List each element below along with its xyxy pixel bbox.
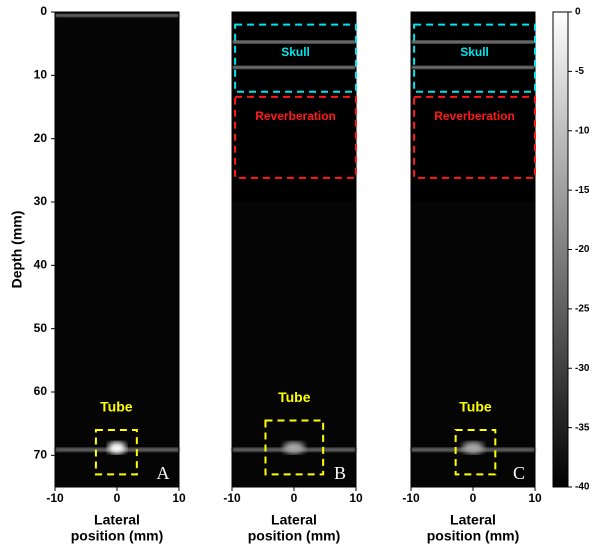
annotation-label: Tube: [100, 399, 133, 415]
image-panel: Skull Reverberation Tube C -10 0 10 Lateralposi…: [402, 11, 542, 544]
x-axis-label: Lateral: [94, 512, 140, 528]
colorbar-tick-label: -25: [575, 304, 590, 315]
y-tick-label: 10: [34, 68, 48, 82]
annotation-box: [413, 23, 537, 93]
colorbar-tick-label: -30: [575, 363, 590, 374]
colorbar-gradient: [552, 11, 569, 488]
y-tick-label: 20: [34, 131, 48, 145]
y-tick-label: 40: [34, 258, 48, 272]
colorbar-tick-label: 0: [575, 7, 581, 18]
annotation-label: Tube: [278, 389, 311, 405]
x-axis-label: position (mm): [427, 528, 520, 544]
annotation-label: Tube: [459, 399, 492, 415]
y-tick-label: 70: [34, 448, 48, 462]
annotation-label: Reverberation: [434, 109, 515, 123]
x-tick-label: 10: [528, 491, 542, 505]
annotation-box: [94, 429, 138, 476]
panel-label: C: [513, 463, 525, 483]
y-tick-label: 50: [34, 321, 48, 335]
tube-echo: [108, 441, 126, 454]
annotation-label: Reverberation: [255, 109, 336, 123]
speckle-fade: [411, 12, 535, 202]
x-tick-label: -10: [46, 491, 64, 505]
annotation-label: Skull: [281, 45, 310, 59]
annotation-box: [264, 419, 325, 476]
x-tick-label: 0: [470, 491, 477, 505]
image-background: [55, 12, 179, 487]
colorbar-tick-label: -15: [575, 185, 590, 196]
x-axis-label: position (mm): [248, 528, 341, 544]
annotation-box: [234, 95, 358, 179]
tube-echo: [283, 441, 305, 454]
y-axis-label: Depth (mm): [9, 211, 25, 289]
tube-echo: [462, 441, 484, 454]
x-tick-label: 0: [291, 491, 298, 505]
surface-echo: [55, 14, 179, 17]
annotation-box: [413, 95, 537, 179]
speckle-fade: [232, 12, 356, 202]
annotation-box: [234, 23, 358, 93]
x-tick-label: -10: [223, 491, 241, 505]
y-tick-label: 30: [34, 194, 48, 208]
annotation-box: [454, 429, 497, 476]
y-tick-label: 60: [34, 384, 48, 398]
x-tick-label: 0: [114, 491, 121, 505]
skull-echo: [232, 65, 356, 69]
x-axis-label: Lateral: [450, 512, 496, 528]
annotation-label: Skull: [460, 45, 489, 59]
x-tick-label: -10: [402, 491, 420, 505]
colorbar-tick-label: -40: [575, 482, 590, 493]
image-panel: Skull Reverberation Tube B -10 0 10 Lateralposi…: [223, 11, 363, 544]
skull-echo: [411, 65, 535, 69]
panel-label: B: [334, 463, 346, 483]
panel-label: A: [157, 463, 170, 483]
x-tick-label: 10: [349, 491, 363, 505]
x-axis-label: position (mm): [71, 528, 164, 544]
y-tick-label: 0: [40, 4, 47, 18]
colorbar: 0 -5 -10 -15 -20 -25 -30 -35 -40: [552, 7, 590, 493]
x-axis-label: Lateral: [271, 512, 317, 528]
colorbar-tick-label: -20: [575, 244, 590, 255]
colorbar-tick-label: -5: [575, 66, 584, 77]
colorbar-tick-label: -10: [575, 125, 590, 136]
colorbar-tick-label: -35: [575, 422, 590, 433]
skull-echo: [232, 40, 356, 44]
skull-echo: [411, 40, 535, 44]
x-tick-label: 10: [172, 491, 186, 505]
